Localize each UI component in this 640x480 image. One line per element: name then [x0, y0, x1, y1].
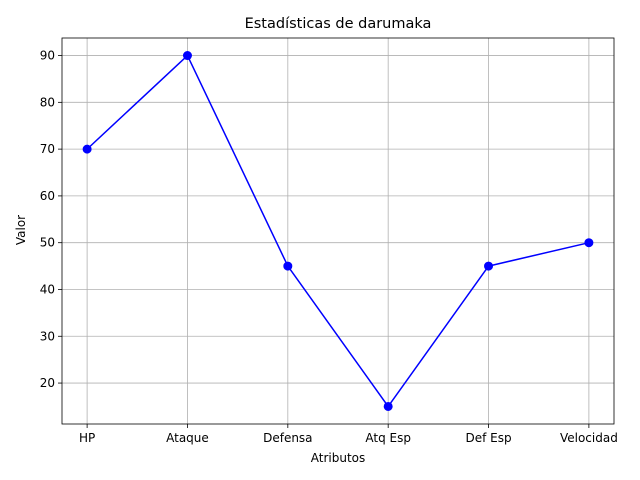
x-axis-ticks: HP Ataque Defensa Atq Esp Def Esp Velocidad [79, 424, 618, 445]
data-point [283, 261, 293, 271]
x-tick-label: Def Esp [465, 431, 511, 445]
x-tick-label: Atq Esp [365, 431, 411, 445]
y-axis-ticks: 20 30 40 50 60 70 80 90 [40, 49, 62, 390]
data-point [584, 238, 594, 248]
y-tick-label: 40 [40, 282, 55, 296]
grid-lines [62, 38, 614, 424]
y-tick-label: 90 [40, 49, 55, 63]
y-tick-label: 70 [40, 142, 55, 156]
data-point [182, 51, 192, 61]
data-point [82, 144, 92, 154]
y-tick-label: 80 [40, 95, 55, 109]
x-tick-label: HP [79, 431, 95, 445]
y-tick-label: 30 [40, 329, 55, 343]
y-tick-label: 60 [40, 189, 55, 203]
x-axis-label: Atributos [311, 451, 366, 465]
chart-title: Estadísticas de darumaka [245, 16, 432, 32]
y-tick-label: 20 [40, 376, 55, 390]
y-axis-label: Valor [14, 215, 28, 245]
series-line [86, 54, 590, 408]
data-point [383, 401, 393, 411]
data-point [484, 261, 494, 271]
x-tick-label: Velocidad [560, 431, 618, 445]
x-tick-label: Defensa [263, 431, 312, 445]
x-tick-label: Ataque [166, 431, 209, 445]
y-tick-label: 50 [40, 236, 55, 250]
series-group [82, 51, 594, 411]
plot-frame [61, 37, 615, 425]
axes [61, 37, 615, 425]
